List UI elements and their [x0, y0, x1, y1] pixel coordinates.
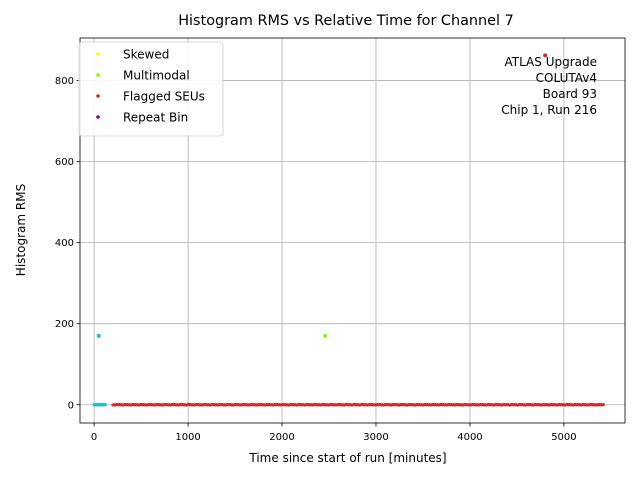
y-axis-label: Histogram RMS: [14, 184, 28, 276]
annotation-line: Board 93: [543, 87, 597, 101]
x-tick-label: 0: [91, 432, 97, 443]
x-tick-label: 1000: [175, 432, 200, 443]
annotation-line: ATLAS Upgrade: [504, 55, 597, 69]
y-tick-label: 800: [55, 76, 74, 87]
x-axis-label: Time since start of run [minutes]: [248, 451, 446, 465]
grid-layer: [80, 38, 625, 423]
x-tick-label: 5000: [551, 432, 576, 443]
legend-marker: [96, 115, 100, 119]
flagged-seus-point: [543, 53, 548, 58]
legend-label: Multimodal: [123, 69, 190, 83]
run-annotation: ATLAS Upgrade COLUTAv4 Board 93 Chip 1, Run…: [501, 55, 597, 117]
axis-ticks: 0 1000 2000 3000 4000 5000 0 200 400 600 800: [55, 76, 577, 443]
x-tick-label: 4000: [457, 432, 482, 443]
annotation-line: Chip 1, Run 216: [501, 103, 597, 117]
legend-box: [78, 41, 224, 137]
legend-marker: [96, 73, 100, 77]
legend-label: Repeat Bin: [123, 111, 188, 125]
flagged-seu-point: [601, 403, 605, 407]
y-tick-label: 400: [55, 238, 74, 249]
legend: Skewed Multimodal Flagged SEUs Repeat Bin: [78, 41, 224, 137]
annotation-line: COLUTAv4: [536, 71, 597, 85]
x-tick-label: 2000: [269, 432, 294, 443]
baseline-outlier-point: [96, 333, 101, 338]
legend-marker: [96, 52, 100, 56]
data-points: [92, 52, 605, 407]
baseline-point: [103, 403, 107, 407]
legend-label: Skewed: [123, 48, 169, 62]
y-tick-label: 0: [68, 400, 74, 411]
y-tick-label: 200: [55, 319, 74, 330]
plot-frame: [79, 37, 626, 424]
x-tick-label: 3000: [363, 432, 388, 443]
multimodal-point: [323, 333, 328, 338]
legend-label: Flagged SEUs: [123, 90, 205, 104]
legend-marker: [96, 94, 100, 98]
chart-title: Histogram RMS vs Relative Time for Chann…: [178, 13, 514, 29]
y-tick-label: 600: [55, 157, 74, 168]
